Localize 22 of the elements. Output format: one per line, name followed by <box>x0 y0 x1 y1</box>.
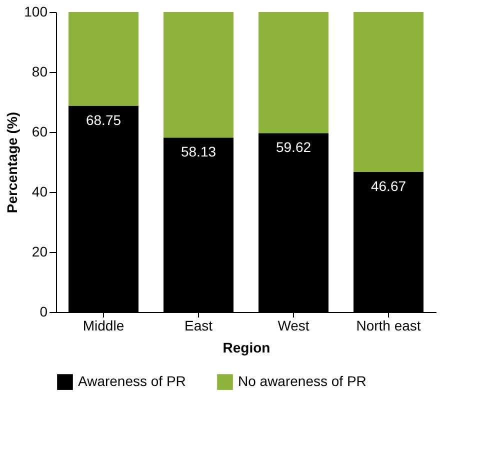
y-tick-label: 60 <box>32 124 48 140</box>
y-tick-label: 40 <box>32 184 48 200</box>
legend-label: No awareness of PR <box>238 373 366 390</box>
data-label: 46.67 <box>370 178 406 194</box>
x-tick-label: West <box>278 318 310 334</box>
y-tick-label: 20 <box>32 244 48 260</box>
bar <box>164 12 234 138</box>
data-label: 58.13 <box>180 144 216 160</box>
x-tick-label: East <box>184 318 213 334</box>
x-tick-label: North east <box>356 318 421 334</box>
y-axis-title: Percentage (%) <box>4 112 20 214</box>
x-axis-title: Region <box>222 340 270 356</box>
y-tick-label: 80 <box>32 64 48 80</box>
data-label: 59.62 <box>276 139 312 156</box>
data-label: 68.75 <box>86 112 122 128</box>
bar <box>68 12 138 106</box>
bar <box>354 12 424 172</box>
y-tick-label: 0 <box>40 304 48 320</box>
bar <box>258 12 328 134</box>
y-tick-label: 100 <box>24 4 48 20</box>
legend-label: Awareness of PR <box>78 373 186 390</box>
x-tick-label: Middle <box>82 318 124 334</box>
